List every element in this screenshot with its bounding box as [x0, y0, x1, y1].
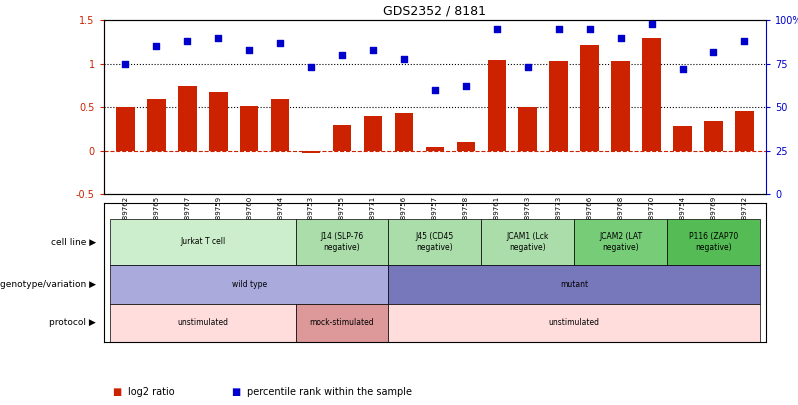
- Bar: [117, 107, 135, 151]
- Bar: [425, 147, 444, 151]
- Text: ■: ■: [231, 387, 241, 397]
- Point: [150, 43, 163, 50]
- Text: protocol ▶: protocol ▶: [49, 318, 96, 328]
- Text: mock-stimulated: mock-stimulated: [310, 318, 374, 328]
- Bar: [642, 38, 661, 151]
- Bar: [295, 219, 389, 265]
- Point: [676, 66, 689, 72]
- Point: [366, 47, 379, 53]
- Point: [119, 61, 132, 67]
- Point: [583, 26, 596, 32]
- Point: [521, 64, 534, 70]
- Point: [336, 52, 349, 58]
- Bar: [295, 304, 389, 342]
- Text: P116 (ZAP70
negative): P116 (ZAP70 negative): [689, 232, 738, 252]
- Title: GDS2352 / 8181: GDS2352 / 8181: [383, 5, 487, 18]
- Bar: [550, 61, 568, 151]
- Bar: [611, 61, 630, 151]
- Bar: [271, 99, 290, 151]
- Bar: [481, 219, 575, 265]
- Point: [397, 55, 410, 62]
- Bar: [580, 45, 599, 151]
- Point: [181, 38, 194, 45]
- Point: [460, 83, 472, 90]
- Bar: [364, 116, 382, 151]
- Point: [738, 38, 751, 45]
- Text: unstimulated: unstimulated: [177, 318, 228, 328]
- Text: JCAM2 (LAT
negative): JCAM2 (LAT negative): [599, 232, 642, 252]
- Point: [305, 64, 318, 70]
- Bar: [389, 265, 760, 304]
- Text: Jurkat T cell: Jurkat T cell: [180, 237, 225, 247]
- Point: [274, 40, 286, 46]
- Point: [243, 47, 255, 53]
- Text: cell line ▶: cell line ▶: [50, 237, 96, 247]
- Bar: [704, 121, 723, 151]
- Text: unstimulated: unstimulated: [549, 318, 599, 328]
- Bar: [389, 304, 760, 342]
- Text: JCAM1 (Lck
negative): JCAM1 (Lck negative): [507, 232, 549, 252]
- Text: genotype/variation ▶: genotype/variation ▶: [0, 280, 96, 289]
- Bar: [110, 219, 295, 265]
- Bar: [178, 85, 196, 151]
- Bar: [389, 219, 481, 265]
- Text: J14 (SLP-76
negative): J14 (SLP-76 negative): [321, 232, 364, 252]
- Text: percentile rank within the sample: percentile rank within the sample: [247, 387, 413, 397]
- Bar: [240, 106, 259, 151]
- Bar: [674, 126, 692, 151]
- Point: [212, 34, 225, 41]
- Bar: [302, 151, 320, 153]
- Bar: [488, 60, 506, 151]
- Text: wild type: wild type: [231, 280, 267, 289]
- Point: [707, 48, 720, 55]
- Bar: [667, 219, 760, 265]
- Bar: [333, 125, 351, 151]
- Bar: [735, 111, 753, 151]
- Bar: [147, 99, 166, 151]
- Point: [552, 26, 565, 32]
- Bar: [110, 304, 295, 342]
- Point: [491, 26, 504, 32]
- Text: log2 ratio: log2 ratio: [128, 387, 174, 397]
- Text: ■: ■: [112, 387, 121, 397]
- Text: mutant: mutant: [560, 280, 588, 289]
- Point: [614, 34, 627, 41]
- Bar: [209, 92, 227, 151]
- Text: J45 (CD45
negative): J45 (CD45 negative): [416, 232, 454, 252]
- Bar: [575, 219, 667, 265]
- Bar: [456, 142, 475, 151]
- Bar: [519, 107, 537, 151]
- Bar: [110, 265, 389, 304]
- Bar: [395, 113, 413, 151]
- Point: [645, 21, 658, 27]
- Point: [429, 87, 441, 93]
